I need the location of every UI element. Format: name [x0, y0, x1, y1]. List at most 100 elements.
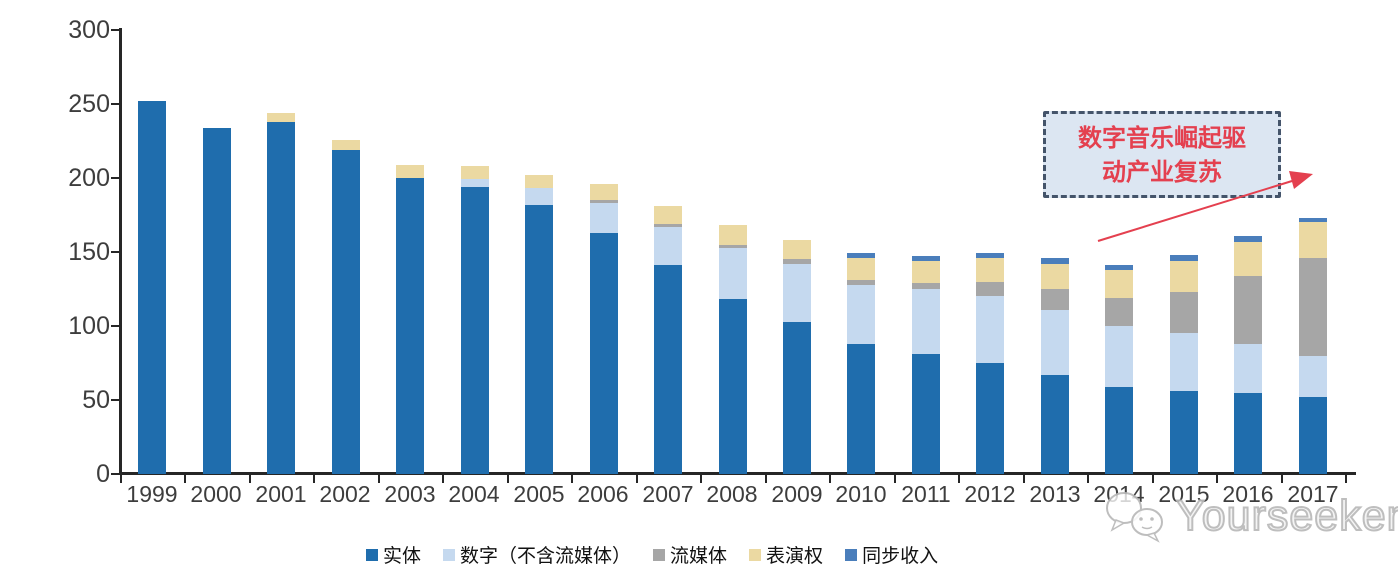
y-tick — [111, 103, 120, 105]
y-tick-label: 0 — [96, 460, 110, 488]
bar-segment-series4-2014 — [1105, 265, 1133, 270]
bar-segment-series0-2008 — [719, 299, 747, 474]
x-tick — [571, 475, 573, 483]
bar-segment-series0-2007 — [654, 265, 682, 474]
x-tick-label: 2008 — [706, 481, 758, 507]
x-tick-label: 2017 — [1287, 481, 1339, 507]
y-tick — [111, 177, 120, 179]
bar-segment-series1-2009 — [783, 263, 811, 322]
bar-segment-series0-2014 — [1105, 386, 1133, 474]
y-tick-label: 100 — [68, 312, 110, 340]
x-tick — [1345, 475, 1347, 483]
x-tick — [1023, 475, 1025, 483]
legend-swatch — [443, 548, 456, 561]
bar-segment-series0-2016 — [1234, 392, 1262, 474]
x-tick — [1281, 475, 1283, 483]
bar-segment-series1-2007 — [654, 226, 682, 266]
annotation-callout: 数字音乐崛起驱 动产业复苏 — [1043, 111, 1281, 198]
bar-segment-series1-2008 — [719, 247, 747, 300]
x-tick — [700, 475, 702, 483]
bar-segment-series3-2005 — [525, 175, 553, 189]
bar-segment-series1-2016 — [1234, 343, 1262, 393]
bar-segment-series1-2015 — [1170, 333, 1198, 392]
x-tick-label: 2007 — [642, 481, 694, 507]
legend-swatch — [653, 548, 666, 561]
x-tick — [1087, 475, 1089, 483]
bar-segment-series0-2000 — [203, 127, 231, 474]
x-tick — [829, 475, 831, 483]
bar-segment-series4-2011 — [912, 256, 940, 261]
bar-segment-series2-2006 — [590, 200, 618, 204]
bar-segment-series0-2010 — [847, 343, 875, 474]
bar-segment-series2-2012 — [976, 281, 1004, 297]
bar-segment-series3-2006 — [590, 183, 618, 201]
bar-segment-series3-2015 — [1170, 260, 1198, 292]
x-tick-label: 2003 — [384, 481, 436, 507]
bar-segment-series3-2007 — [654, 206, 682, 224]
bar-segment-series0-2002 — [332, 149, 360, 474]
bar-segment-series3-2010 — [847, 257, 875, 281]
bar-segment-series0-2006 — [590, 232, 618, 474]
x-tick-label: 2001 — [255, 481, 307, 507]
legend-label: 实体 — [383, 545, 422, 567]
bar-segment-series2-2010 — [847, 280, 875, 285]
legend-item-series3: 表演权 — [749, 541, 823, 568]
bar-segment-series4-2016 — [1234, 235, 1262, 242]
bar-segment-series2-2014 — [1105, 297, 1133, 326]
bar-segment-series0-2012 — [976, 363, 1004, 474]
bar-segment-series0-2001 — [267, 121, 295, 474]
legend-item-series1: 数字（不含流媒体） — [443, 541, 631, 568]
x-tick — [184, 475, 186, 483]
bar-segment-series0-2011 — [912, 354, 940, 474]
x-tick — [1152, 475, 1154, 483]
legend-swatch — [845, 548, 858, 561]
bar-segment-series4-2017 — [1299, 217, 1327, 223]
x-tick-label: 2000 — [190, 481, 242, 507]
bar-segment-series0-2004 — [461, 186, 489, 474]
bar-segment-series3-2008 — [719, 225, 747, 245]
x-tick-label: 2011 — [901, 481, 951, 507]
bar-segment-series1-2005 — [525, 188, 553, 205]
bar-segment-series4-2010 — [847, 253, 875, 258]
bar-segment-series1-2004 — [461, 179, 489, 187]
x-tick — [765, 475, 767, 483]
bar-segment-series1-2017 — [1299, 355, 1327, 398]
x-tick-label: 2013 — [1029, 481, 1081, 507]
y-tick — [111, 325, 120, 327]
y-tick — [111, 29, 120, 31]
bar-segment-series2-2007 — [654, 223, 682, 227]
x-tick-label: 2016 — [1222, 481, 1274, 507]
bar-segment-series3-2012 — [976, 257, 1004, 282]
x-tick-label: 1999 — [126, 481, 178, 507]
bar-segment-series3-2017 — [1299, 222, 1327, 258]
bar-segment-series3-2013 — [1041, 263, 1069, 289]
x-tick — [378, 475, 380, 483]
x-tick — [894, 475, 896, 483]
y-tick-label: 50 — [82, 386, 110, 414]
bar-segment-series3-2003 — [396, 164, 424, 178]
bar-segment-series3-2011 — [912, 260, 940, 284]
bar-segment-series2-2013 — [1041, 289, 1069, 310]
bar-segment-series3-2002 — [332, 139, 360, 150]
x-tick-label: 2004 — [448, 481, 500, 507]
x-tick-label: 2012 — [964, 481, 1016, 507]
bar-segment-series2-2016 — [1234, 275, 1262, 344]
legend-label: 流媒体 — [670, 545, 728, 567]
bar-segment-series1-2010 — [847, 284, 875, 344]
annotation-line2: 动产业复苏 — [1102, 156, 1222, 186]
y-tick-label: 200 — [68, 164, 110, 192]
x-tick-label: 2002 — [319, 481, 371, 507]
bar-segment-series1-2006 — [590, 203, 618, 233]
bar-segment-series3-2004 — [461, 166, 489, 180]
legend-item-series0: 实体 — [366, 541, 421, 568]
bar-segment-series2-2015 — [1170, 291, 1198, 334]
annotation-line1: 数字音乐崛起驱 — [1078, 122, 1246, 152]
watermark-text: Yourseeker — [1175, 491, 1398, 541]
bar-segment-series2-2011 — [912, 283, 940, 289]
x-tick-label: 2015 — [1158, 481, 1210, 507]
x-tick — [507, 475, 509, 483]
bar-segment-series4-2012 — [976, 253, 1004, 258]
bar-segment-series1-2012 — [976, 296, 1004, 363]
